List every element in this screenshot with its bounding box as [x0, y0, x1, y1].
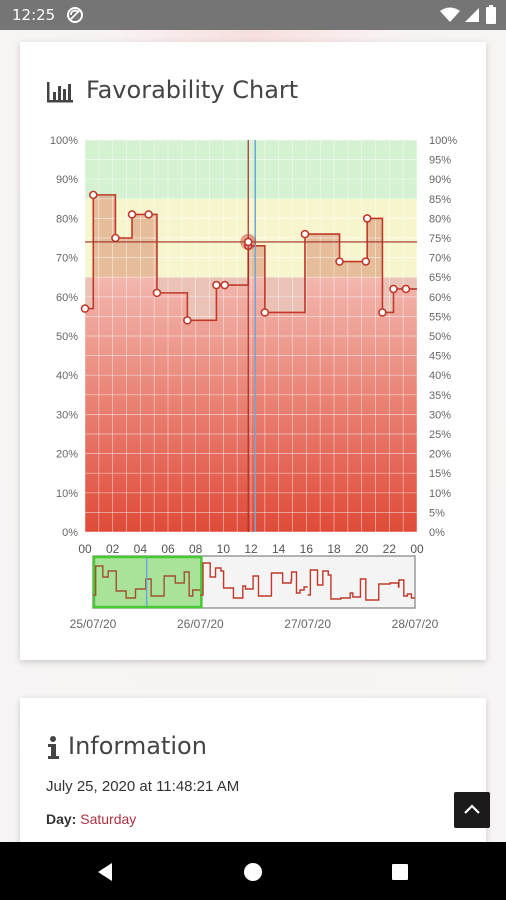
y-left-tick-label: 10% [56, 488, 78, 500]
y-left-tick-label: 40% [56, 370, 78, 382]
data-point [362, 214, 372, 223]
x-tick-label: 06 [161, 542, 175, 556]
chart-card-title: Favorability Chart [46, 76, 346, 106]
data-point [378, 308, 387, 317]
x-tick-label: 00 [410, 542, 424, 556]
y-right-tick-label: 0% [429, 527, 445, 539]
x-tick-label: 18 [327, 542, 341, 556]
y-left-tick-label: 80% [56, 213, 78, 225]
y-right-tick-label: 90% [429, 174, 451, 186]
y-right-tick-label: 45% [429, 351, 451, 363]
info-card-title: Information [46, 732, 346, 762]
data-point [212, 280, 221, 290]
navigator-series [200, 562, 308, 599]
x-tick-label: 04 [134, 542, 148, 556]
day-value: Saturday [80, 811, 137, 827]
y-right-tick-label: 50% [429, 331, 451, 343]
crosshair-point [243, 237, 253, 247]
data-point [183, 316, 192, 325]
x-tick-label: 22 [383, 542, 397, 556]
wifi-icon [440, 7, 460, 22]
x-tick-label: 10 [217, 542, 231, 556]
status-bar: 12:25 [0, 0, 506, 30]
data-point [127, 210, 137, 219]
data-point [80, 304, 90, 313]
y-left-tick-label: 30% [56, 409, 78, 421]
y-right-tick-label: 20% [429, 449, 451, 461]
recents-icon[interactable] [391, 863, 409, 881]
y-right-tick-label: 75% [429, 233, 451, 245]
sync-disabled-icon [67, 7, 83, 23]
info-day-row: Day: Saturday [46, 811, 136, 827]
x-tick-label: 14 [272, 542, 286, 556]
y-left-tick-label: 0% [62, 527, 78, 539]
y-right-tick-label: 5% [429, 507, 445, 519]
data-point [401, 284, 411, 294]
x-tick-label: 16 [300, 542, 314, 556]
info-title: Information [68, 732, 207, 760]
information-card: Information July 25, 2020 at 11:48:21 AM… [20, 698, 486, 842]
data-point [260, 308, 270, 317]
page-content[interactable]: Favorability Chart 0% 10% 20% 30% 40% 50% 60% 7… [0, 30, 506, 842]
navigator-series [93, 565, 201, 599]
favorability-chart-card: Favorability Chart 0% 10% 20% 30% 40% 50% 60% 7… [20, 42, 486, 660]
favorability-chart[interactable]: 0% 10% 20% 30% 40% 50% 60% 70% 80% 90% 100% 0% 5% 10%… [20, 42, 486, 660]
data-point [220, 280, 230, 290]
x-tick-label: 08 [189, 542, 203, 556]
y-right-tick-label: 15% [429, 468, 451, 480]
y-right-tick-label: 25% [429, 429, 451, 441]
navigation-bar [0, 842, 506, 900]
data-point [111, 233, 120, 243]
navigator-date-label: 25/07/20 [70, 617, 117, 631]
chevron-up-icon [464, 804, 480, 814]
data-point [152, 288, 162, 298]
battery-icon [486, 5, 496, 24]
x-tick-label: 00 [78, 542, 92, 556]
back-icon[interactable] [96, 862, 114, 882]
data-point [300, 229, 310, 239]
navigator-date-label: 27/07/20 [284, 617, 331, 631]
navigator-date-label: 26/07/20 [177, 617, 224, 631]
y-right-tick-label: 65% [429, 272, 451, 284]
y-right-tick-label: 10% [429, 488, 451, 500]
y-right-tick-label: 80% [429, 213, 451, 225]
chart-title: Favorability Chart [86, 76, 299, 104]
y-right-tick-label: 85% [429, 194, 451, 206]
navigator-date-label: 28/07/20 [392, 617, 439, 631]
data-point [335, 257, 344, 266]
y-left-tick-label: 20% [56, 449, 78, 461]
scroll-to-top-button[interactable] [454, 792, 490, 828]
y-left-tick-label: 100% [50, 135, 78, 147]
y-left-tick-label: 50% [56, 331, 78, 343]
y-right-tick-label: 95% [429, 155, 451, 167]
home-icon[interactable] [243, 862, 263, 882]
y-right-tick-label: 60% [429, 292, 451, 304]
y-right-tick-label: 35% [429, 390, 451, 402]
data-point [361, 257, 371, 266]
x-tick-label: 20 [355, 542, 369, 556]
day-label: Day: [46, 811, 77, 827]
y-right-tick-label: 55% [429, 311, 451, 323]
data-point [389, 284, 398, 294]
navigator-selection [92, 555, 203, 609]
y-right-tick-label: 100% [429, 135, 457, 147]
navigator-series [307, 569, 415, 601]
y-left-tick-label: 60% [56, 292, 78, 304]
info-icon [48, 736, 59, 759]
x-tick-label: 12 [244, 542, 258, 556]
status-time: 12:25 [12, 6, 56, 24]
y-right-tick-label: 40% [429, 370, 451, 382]
x-tick-label: 02 [106, 542, 120, 556]
data-point [144, 210, 153, 219]
y-right-tick-label: 70% [429, 253, 451, 265]
y-right-tick-label: 30% [429, 409, 451, 421]
y-left-tick-label: 70% [56, 253, 78, 265]
bar-chart-icon [47, 82, 73, 103]
y-left-tick-label: 90% [56, 174, 78, 186]
signal-icon [465, 8, 479, 22]
info-date-text: July 25, 2020 at 11:48:21 AM [46, 778, 240, 795]
data-point [89, 190, 98, 200]
